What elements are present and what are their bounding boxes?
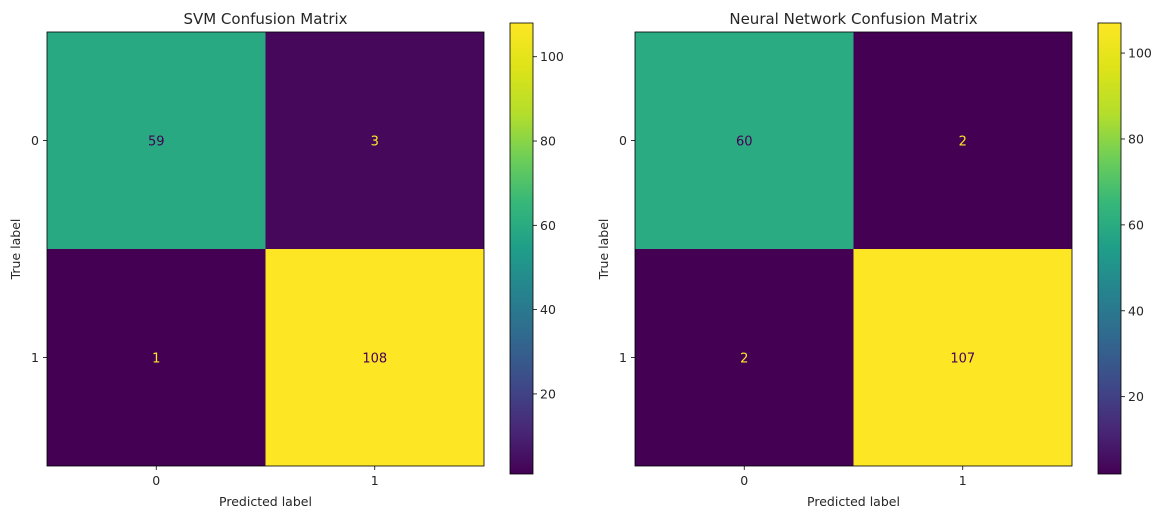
colorbar-frame	[509, 22, 534, 475]
y-axis-label: True label	[596, 219, 611, 281]
colorbar-frame	[1097, 22, 1122, 475]
cell-value-label: 59	[148, 135, 165, 150]
matrix-cell	[265, 32, 484, 249]
x-tick-label: 1	[371, 473, 379, 488]
cell-value-label: 3	[371, 135, 379, 150]
x-tick-label: 0	[740, 473, 748, 488]
colorbar-tick-label: 80	[1128, 131, 1144, 146]
y-tick-label: 0	[619, 133, 627, 148]
confusion-matrix-panel-0: 59 3 1 108 0 1 0 1 SVM Confusion Matrix Predicted…	[8, 10, 564, 509]
cell-value-label: 1	[152, 352, 160, 367]
colorbar-tick-label: 60	[540, 218, 556, 233]
x-axis-label: Predicted label	[219, 494, 312, 509]
matrix-cell	[265, 249, 484, 466]
y-tick-label: 1	[619, 350, 627, 365]
colorbar-tick-label: 100	[540, 49, 564, 64]
chart-title: SVM Confusion Matrix	[183, 10, 347, 28]
x-tick-label: 0	[152, 473, 160, 488]
matrix-cell	[47, 249, 266, 466]
colorbar-tick-label: 100	[1128, 46, 1152, 61]
matrix-cell	[635, 32, 854, 249]
colorbar-tick-label: 40	[1128, 303, 1144, 318]
colorbar-gradient	[1098, 23, 1121, 474]
plot-frame	[46, 31, 485, 467]
chart-title: Neural Network Confusion Matrix	[729, 10, 977, 28]
plot-frame	[634, 31, 1073, 467]
cell-value-label: 108	[362, 352, 387, 367]
matrix-cell	[853, 32, 1072, 249]
colorbar-tick-label: 40	[540, 302, 556, 317]
cell-value-label: 107	[950, 352, 975, 367]
y-tick-label: 0	[31, 133, 39, 148]
colorbar-tick-label: 20	[1128, 389, 1144, 404]
colorbar-tick-label: 60	[1128, 217, 1144, 232]
cell-value-label: 2	[959, 135, 967, 150]
x-tick-label: 1	[959, 473, 967, 488]
matrix-cell	[853, 249, 1072, 466]
cell-value-label: 60	[736, 135, 753, 150]
colorbar-tick-label: 20	[540, 386, 556, 401]
y-tick-label: 1	[31, 350, 39, 365]
y-axis-label: True label	[8, 219, 23, 281]
colorbar-gradient	[510, 23, 533, 474]
cell-value-label: 2	[740, 352, 748, 367]
matrix-cell	[635, 249, 854, 466]
confusion-matrix-panel-1: 60 2 2 107 0 1 0 1 Neural Network Confusion Matr…	[596, 10, 1152, 509]
x-axis-label: Predicted label	[807, 494, 900, 509]
matrix-cell	[47, 32, 266, 249]
colorbar-tick-label: 80	[540, 134, 556, 149]
